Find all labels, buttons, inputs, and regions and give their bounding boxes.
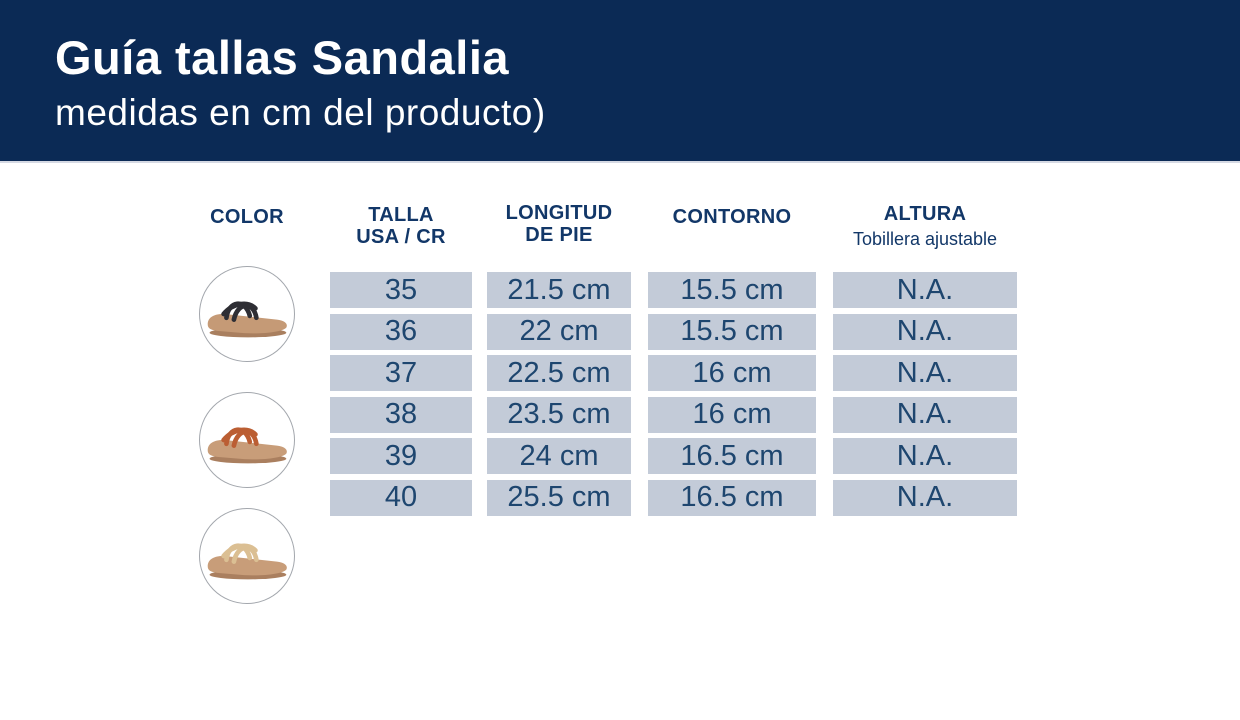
cell-talla-row4: 38 [330, 396, 472, 433]
cell-altura-row3: N.A. [833, 355, 1017, 391]
cell-talla-row6: 40 [330, 479, 472, 516]
sandal-straps [221, 543, 259, 564]
cell-altura-row6: N.A. [833, 479, 1017, 516]
cell-contorno-row4: 16 cm [648, 396, 816, 433]
sandal-straps [221, 427, 259, 448]
column-header-longitud-line1: LONGITUD [505, 202, 613, 224]
column-header-altura: ALTURA Tobillera ajustable [813, 203, 1037, 250]
cell-longitud-row3: 22.5 cm [487, 355, 631, 391]
color-swatch-terracotta-sandal [199, 392, 295, 488]
cell-longitud-row1: 21.5 cm [487, 272, 631, 308]
cell-altura-row4: N.A. [833, 396, 1017, 433]
cell-altura-row1: N.A. [833, 272, 1017, 308]
cell-contorno-row5: 16.5 cm [648, 438, 816, 474]
black-sandal-image [207, 301, 287, 338]
page-title: Guía tallas Sandalia [55, 31, 510, 84]
column-header-altura-label: ALTURA [883, 203, 967, 225]
cell-talla-row3: 37 [330, 355, 472, 391]
cell-longitud-row2: 22 cm [487, 313, 631, 350]
cell-contorno-row3: 16 cm [648, 355, 816, 391]
cell-altura-row2: N.A. [833, 313, 1017, 350]
sandal-straps [221, 301, 259, 322]
column-header-longitud-line2: DE PIE [525, 224, 593, 246]
color-swatch-black-sandal [199, 266, 295, 362]
column-header-contorno-label: CONTORNO [672, 206, 792, 228]
cell-talla-row5: 39 [330, 438, 472, 474]
cell-contorno-row1: 15.5 cm [648, 272, 816, 308]
column-header-contorno: CONTORNO [648, 206, 816, 228]
column-header-altura-sublabel: Tobillera ajustable [852, 229, 998, 249]
beige-sandal-image [207, 543, 287, 580]
cell-talla-row2: 36 [330, 313, 472, 350]
hero-banner: Guía tallas Sandalia medidas en cm del p… [0, 0, 1240, 163]
cell-longitud-row4: 23.5 cm [487, 396, 631, 433]
cell-altura-row5: N.A. [833, 438, 1017, 474]
cell-contorno-row6: 16.5 cm [648, 479, 816, 516]
column-header-talla: TALLA USA / CR [330, 204, 472, 248]
color-swatch-beige-sandal [199, 508, 295, 604]
cell-talla-row1: 35 [330, 272, 472, 308]
column-header-talla-line2: USA / CR [356, 226, 446, 248]
cell-contorno-row2: 15.5 cm [648, 313, 816, 350]
column-header-color-label: COLOR [210, 206, 284, 228]
terracotta-sandal-image [207, 427, 287, 464]
cell-longitud-row5: 24 cm [487, 438, 631, 474]
page-subtitle: medidas en cm del producto) [55, 92, 546, 133]
cell-longitud-row6: 25.5 cm [487, 479, 631, 516]
column-header-longitud: LONGITUD DE PIE [487, 202, 631, 246]
column-header-talla-line1: TALLA [368, 204, 434, 226]
column-header-color: COLOR [187, 206, 307, 228]
